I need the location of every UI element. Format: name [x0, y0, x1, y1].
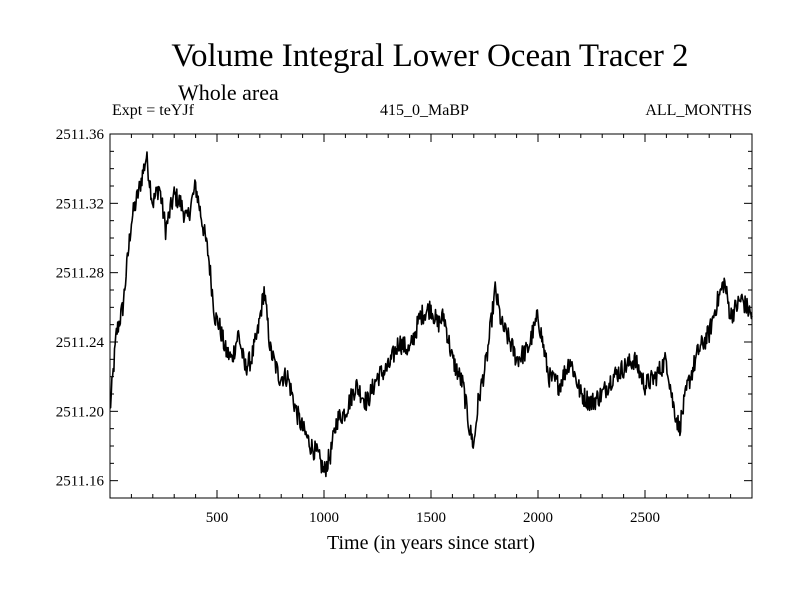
series-line — [109, 151, 753, 478]
period-label: 415_0_MaBP — [380, 102, 469, 119]
axis-ticks: 500 1000 1500 2000 2500 2511.16 2511.20 2511.24… — [56, 127, 752, 526]
y-tick-label: 2511.32 — [56, 196, 104, 212]
chart-subtitle: Whole area — [178, 80, 279, 105]
y-tick-label: 2511.16 — [56, 474, 105, 490]
x-tick-label: 500 — [206, 510, 229, 526]
y-tick-label: 2511.20 — [56, 404, 104, 420]
x-tick-label: 2500 — [630, 510, 660, 526]
y-tick-label: 2511.28 — [56, 266, 104, 282]
chart-title: Volume Integral Lower Ocean Tracer 2 — [171, 38, 689, 74]
experiment-label: Expt = teYJf — [112, 102, 194, 119]
x-axis-title: Time (in years since start) — [326, 532, 536, 554]
x-tick-label: 2000 — [523, 510, 553, 526]
y-tick-label: 2511.36 — [56, 127, 105, 143]
months-label: ALL_MONTHS — [645, 102, 752, 119]
series-group — [109, 151, 753, 478]
x-tick-label: 1500 — [416, 510, 446, 526]
x-tick-label: 1000 — [309, 510, 339, 526]
y-tick-label: 2511.24 — [56, 335, 105, 351]
